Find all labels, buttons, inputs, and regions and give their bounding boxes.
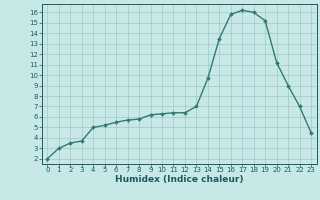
X-axis label: Humidex (Indice chaleur): Humidex (Indice chaleur) bbox=[115, 175, 244, 184]
